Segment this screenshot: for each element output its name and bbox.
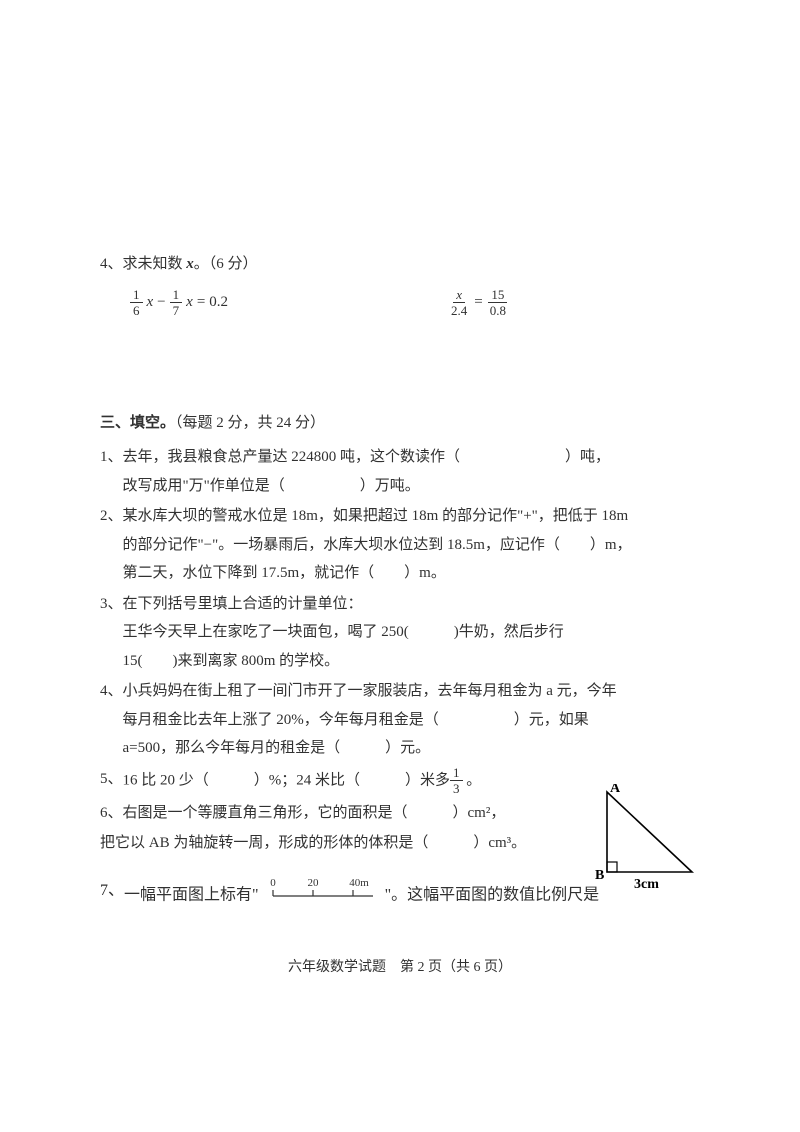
question-4b: 4、 小兵妈妈在街上租了一间门市开了一家服装店，去年每月租金为 a 元，今年 每…: [100, 677, 700, 763]
sec3-rest: （每题 2 分，共 24 分）: [175, 415, 325, 431]
q4b-l3: a=500，那么今年每月的租金是（ ）元。: [123, 734, 700, 763]
equals-2: =: [474, 288, 482, 317]
eq1-rhs: 0.2: [209, 288, 228, 317]
equation-2: x2.4 = 150.8: [448, 287, 509, 319]
eq1-x2: x: [186, 288, 193, 317]
q1-l2: 改写成用"万"作单位是（ ）万吨。: [123, 472, 700, 501]
eq2-l-den: 2.4: [448, 303, 470, 319]
q4-var: x: [186, 256, 194, 272]
q6-l2: 把它以 AB 为轴旋转一周，形成的形体的体积是（ ）cm³。: [100, 829, 560, 858]
q3-l1: 在下列括号里填上合适的计量单位：: [123, 590, 700, 619]
eq2-r-num: 15: [488, 287, 507, 304]
q3-num: 3、: [100, 590, 123, 676]
scale-20: 20: [307, 877, 319, 889]
triangle-label-a: A: [610, 784, 621, 796]
q2-l2: 的部分记作"−"。一场暴雨后，水库大坝水位达到 18.5m，应记作（ ）m，: [123, 531, 700, 560]
page-footer: 六年级数学试题 第 2 页（共 6 页）: [0, 956, 800, 976]
q4b-l2: 每月租金比去年上涨了 20%，今年每月租金是（ ）元，如果: [123, 706, 700, 735]
scale-40m: 40m: [349, 877, 369, 889]
q5-frac-den: 3: [450, 781, 463, 797]
question-2: 2、 某水库大坝的警戒水位是 18m，如果把超过 18m 的部分记作"+"，把低…: [100, 502, 700, 588]
equals: =: [197, 288, 205, 317]
section-3-title: 三、填空。（每题 2 分，共 24 分）: [100, 409, 700, 438]
sec3-bold: 三、填空。: [100, 415, 175, 431]
triangle-label-3cm: 3cm: [634, 877, 659, 892]
equation-1: 16 x − 17 x = 0.2: [130, 287, 228, 319]
q5-l1b: 。: [463, 772, 482, 788]
triangle-figure: A B 3cm: [592, 784, 712, 894]
q4b-l1: 小兵妈妈在街上租了一间门市开了一家服装店，去年每月租金为 a 元，今年: [123, 677, 700, 706]
q4-suffix: 。（6 分）: [194, 256, 258, 272]
q7-l1b: "。这幅平面图的数值比例尺是: [385, 886, 600, 903]
q2-num: 2、: [100, 502, 123, 588]
scale-0: 0: [270, 877, 276, 889]
scale-figure: 0 20 40m: [267, 876, 377, 915]
q5-frac-num: 1: [450, 765, 463, 782]
q1-l1: 去年，我县粮食总产量达 224800 吨，这个数读作（ ）吨，: [123, 443, 700, 472]
q6-l1: 右图是一个等腰直角三角形，它的面积是（ ）cm²，: [123, 799, 560, 828]
q7-num: 7、: [100, 876, 124, 915]
q5-num: 5、: [100, 765, 123, 797]
q3-l3: 15( )来到离家 800m 的学校。: [123, 647, 700, 676]
eq1-a-den: 6: [130, 303, 143, 319]
q5-l1a: 16 比 20 少（ ）%；24 米比（ ）米多: [123, 772, 451, 788]
q1-num: 1、: [100, 443, 123, 500]
q7-l1a: 一幅平面图上标有": [124, 886, 259, 903]
q2-l3: 第二天，水位下降到 17.5m，就记作（ ）m。: [123, 559, 700, 588]
eq2-l-num: x: [453, 287, 465, 304]
q4-title: 4、求未知数 x。（6 分）: [100, 250, 700, 279]
eq2-r-den: 0.8: [487, 303, 509, 319]
eq1-b-den: 7: [170, 303, 183, 319]
triangle-label-b: B: [595, 868, 604, 883]
q4-prefix: 4、求未知数: [100, 256, 186, 272]
question-3: 3、 在下列括号里填上合适的计量单位： 王华今天早上在家吃了一块面包，喝了 25…: [100, 590, 700, 676]
q3-l2: 王华今天早上在家吃了一块面包，喝了 250( )牛奶，然后步行: [123, 618, 700, 647]
q2-l1: 某水库大坝的警戒水位是 18m，如果把超过 18m 的部分记作"+"，把低于 1…: [123, 502, 700, 531]
eq1-x1: x: [147, 288, 154, 317]
question-5: 5、 16 比 20 少（ ）%；24 米比（ ）米多13 。: [100, 765, 560, 797]
q4b-num: 4、: [100, 677, 123, 763]
question-6: 6、 右图是一个等腰直角三角形，它的面积是（ ）cm²，: [100, 799, 560, 828]
question-1: 1、 去年，我县粮食总产量达 224800 吨，这个数读作（ ）吨， 改写成用"…: [100, 443, 700, 500]
equation-row: 16 x − 17 x = 0.2 x2.4 = 150.8: [100, 287, 700, 319]
minus: −: [157, 288, 165, 317]
q6-num: 6、: [100, 799, 123, 828]
eq1-b-num: 1: [170, 287, 183, 304]
eq1-a-num: 1: [130, 287, 143, 304]
